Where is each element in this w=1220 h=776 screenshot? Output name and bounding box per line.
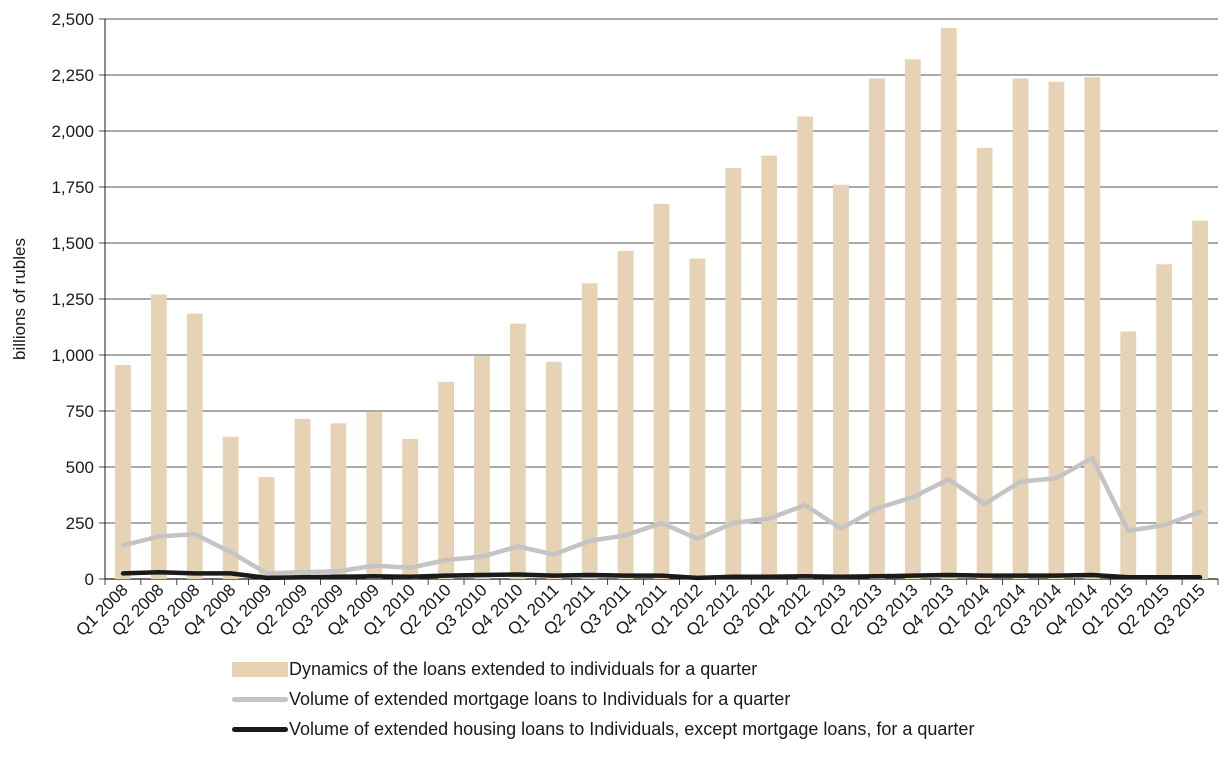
y-tick-label: 1,000 (51, 346, 94, 365)
chart-canvas: 0 250 500 750 1,000 1,250 1,500 1,750 2,000 2,250… (10, 10, 1219, 640)
bar (761, 155, 778, 579)
legend-item-loans: Dynamics of the loans extended to indivi… (232, 654, 974, 684)
y-axis-label: billions of rubles (10, 238, 29, 360)
bar (330, 423, 347, 579)
y-tick-label: 0 (85, 570, 94, 589)
bar (1084, 77, 1101, 580)
y-tick-label: 1,500 (51, 234, 94, 253)
line-series (120, 455, 1203, 581)
bar (150, 294, 167, 579)
bar (797, 116, 814, 579)
y-axis-ticks: 0 250 500 750 1,000 1,250 1,500 1,750 2,000 2,250… (51, 10, 105, 589)
y-tick-label: 250 (66, 514, 94, 533)
legend-label-loans: Dynamics of the loans extended to indivi… (289, 658, 758, 679)
bar (438, 381, 454, 579)
legend-swatch-black-line (232, 726, 288, 732)
bar (1156, 264, 1173, 579)
y-tick-label: 2,000 (51, 122, 94, 141)
legend-label-mortgage: Volume of extended mortgage loans to Ind… (289, 688, 791, 709)
y-tick-label: 1,250 (51, 290, 94, 309)
bar (1012, 78, 1029, 580)
bar (509, 323, 526, 579)
bar (258, 477, 275, 579)
bar (976, 147, 993, 580)
bar (617, 250, 634, 579)
y-tick-label: 2,500 (51, 10, 94, 29)
legend-item-mortgage: Volume of extended mortgage loans to Ind… (232, 684, 974, 714)
legend-swatch-gray-line (232, 696, 288, 702)
bar (474, 356, 490, 579)
housing-line (120, 570, 1203, 581)
legend-item-housing: Volume of extended housing loans to Indi… (232, 714, 974, 744)
y-tick-label: 1,750 (51, 178, 94, 197)
bar (402, 439, 419, 579)
bar (581, 283, 598, 579)
bar (1120, 331, 1137, 579)
bar (904, 59, 921, 579)
bar (869, 78, 885, 580)
bar (186, 313, 203, 579)
legend-label-housing: Volume of extended housing loans to Indi… (289, 718, 975, 739)
y-tick-label: 500 (66, 458, 94, 477)
bar (1192, 220, 1208, 579)
bar (653, 203, 670, 580)
bar (725, 167, 742, 579)
legend: Dynamics of the loans extended to indivi… (232, 654, 974, 744)
y-tick-label: 750 (66, 402, 94, 421)
bar (115, 365, 131, 579)
y-tick-label: 2,250 (51, 66, 94, 85)
bar (689, 258, 706, 579)
bar (366, 412, 383, 579)
bar (222, 436, 239, 579)
bar (294, 418, 311, 579)
bar-series (115, 27, 1208, 580)
bar (545, 361, 562, 579)
bar (1048, 81, 1065, 579)
bar (940, 27, 957, 579)
bar (833, 184, 849, 579)
legend-swatch-bar (232, 661, 288, 677)
